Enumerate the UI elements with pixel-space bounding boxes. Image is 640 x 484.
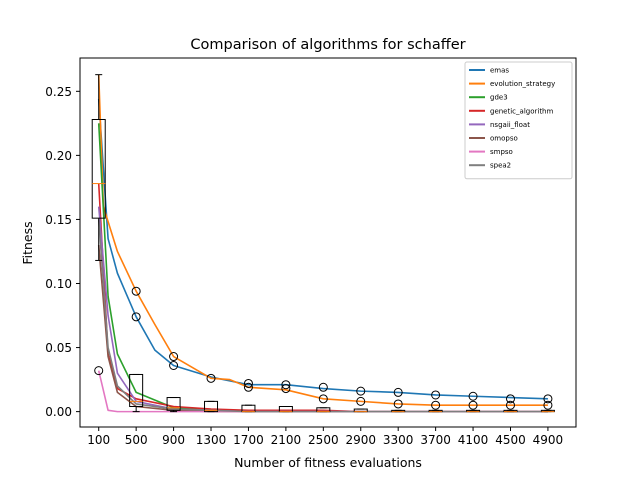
outlier-point	[169, 352, 179, 362]
outlier-point	[243, 378, 253, 388]
series-line-emas	[97, 98, 548, 400]
y-tick-label: 0.15	[45, 213, 72, 227]
outlier-point	[318, 382, 328, 392]
x-tick-label: 4900	[533, 433, 564, 447]
legend-label-gde3: gde3	[490, 94, 508, 102]
boxplot-box	[166, 397, 181, 411]
plot-clipped-group	[91, 74, 555, 413]
outlier-point	[131, 312, 141, 322]
outlier-point	[356, 396, 366, 406]
boxplot-box	[129, 373, 144, 407]
x-tick-label: 500	[125, 433, 148, 447]
outlier-point	[543, 394, 553, 404]
y-tick-label: 0.00	[45, 405, 72, 419]
x-tick-label: 3700	[420, 433, 451, 447]
x-tick-label: 900	[162, 433, 185, 447]
x-axis-label: Number of fitness evaluations	[234, 455, 422, 470]
x-tick-label: 2100	[271, 433, 302, 447]
y-tick-label: 0.10	[45, 277, 72, 291]
axes-frame	[79, 57, 577, 428]
y-tick-label: 0.05	[45, 341, 72, 355]
chart-title: Comparison of algorithms for schaffer	[190, 37, 465, 53]
x-tick-label: 2500	[308, 433, 339, 447]
outlier-point	[431, 390, 441, 400]
axes: 100 500 900 1300 1700 2100 2500 2900 3300 3700 410…	[45, 57, 577, 447]
boxplot-3700	[428, 409, 443, 413]
boxplot-100	[91, 74, 106, 261]
legend-box	[464, 61, 573, 180]
legend-label-smpso: smpso	[490, 148, 513, 156]
legend-label-nsgaii-float: nsgaii_float	[490, 121, 530, 129]
outlier-point	[131, 286, 141, 296]
x-tick-label: 4100	[458, 433, 489, 447]
outlier-point	[543, 400, 553, 410]
boxplot-1700	[241, 404, 256, 413]
boxplot-500	[129, 373, 144, 413]
outlier-point	[243, 382, 253, 392]
y-tick-label: 0.25	[45, 85, 72, 99]
legend-label-emas: emas	[490, 67, 509, 75]
x-tick-label: 3300	[383, 433, 414, 447]
legend-label-genetic-algorithm: genetic_algorithm	[490, 107, 553, 115]
legend-label-spea2: spea2	[490, 162, 511, 170]
outlier-point	[169, 361, 179, 370]
outlier-point	[431, 400, 441, 410]
boxplot-2900	[353, 408, 368, 413]
boxplot-4100	[466, 409, 481, 413]
boxplot-2100	[278, 406, 293, 413]
x-tick-label: 1300	[196, 433, 227, 447]
outlier-point	[318, 394, 328, 404]
x-tick-label: 1700	[233, 433, 264, 447]
outlier-point	[281, 384, 291, 394]
outlier-point	[206, 373, 216, 383]
outlier-point	[281, 380, 291, 390]
x-tick-label: 100	[87, 433, 110, 447]
legend-label-omopso: omopso	[490, 135, 518, 143]
legend: emas evolution_strategy gde3 genetic_algori…	[464, 61, 573, 180]
outlier-point	[505, 394, 515, 404]
boxplot-4900	[540, 409, 555, 413]
y-axis-label: Fitness	[20, 221, 35, 264]
boxplot-box	[204, 400, 219, 413]
outlier-point	[468, 391, 478, 401]
x-tick-label: 4500	[495, 433, 526, 447]
outlier-point	[356, 386, 366, 396]
boxplot-1300	[204, 400, 219, 413]
y-tick-label: 0.20	[45, 149, 72, 163]
x-tick-label: 2900	[345, 433, 376, 447]
boxplot-3300	[391, 409, 406, 413]
boxplot-2500	[316, 407, 331, 413]
legend-label-evolution-strategy: evolution_strategy	[490, 80, 555, 88]
outlier-point	[393, 387, 403, 397]
boxplot-box	[91, 119, 106, 219]
outlier-point	[468, 400, 478, 410]
outlier-point	[94, 366, 104, 376]
outlier-point	[505, 400, 515, 410]
boxplot-4500	[503, 409, 518, 413]
boxplot-900	[166, 397, 181, 413]
plot-area	[91, 74, 555, 413]
outlier-point	[393, 399, 403, 409]
